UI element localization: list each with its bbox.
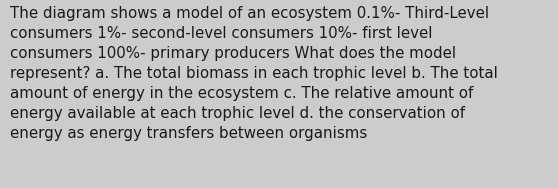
Text: The diagram shows a model of an ecosystem 0.1%- Third-Level
consumers 1%- second: The diagram shows a model of an ecosyste… (10, 6, 498, 141)
